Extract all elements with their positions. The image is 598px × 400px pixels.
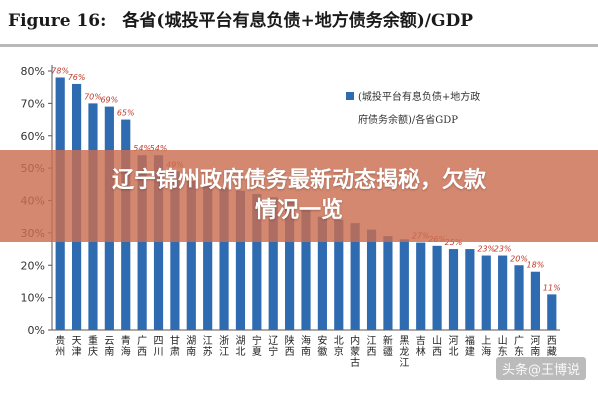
x-category-label: 陕西 bbox=[285, 334, 295, 358]
source-watermark: 头条@王博说 bbox=[495, 357, 586, 380]
x-category-label: 北京 bbox=[334, 335, 344, 358]
x-category-label: 西藏 bbox=[547, 336, 557, 358]
x-category-label: 内蒙古 bbox=[350, 334, 360, 369]
x-category-label: 河南 bbox=[530, 335, 540, 358]
x-category-label: 福建 bbox=[465, 334, 475, 358]
bar bbox=[399, 239, 409, 330]
bar bbox=[530, 271, 541, 330]
y-tick-label: 0% bbox=[28, 324, 45, 337]
bar-value-label: 23% bbox=[477, 245, 495, 254]
bar bbox=[366, 229, 377, 330]
x-category-label: 广西 bbox=[137, 335, 147, 358]
figure-title: Figure 16: 各省(城投平台有息负债+地方债务余额)/GDP bbox=[8, 6, 590, 40]
bar bbox=[416, 242, 426, 330]
legend-label-line-1: (城投平台有息负债+地方政 bbox=[358, 90, 480, 103]
bar bbox=[317, 216, 327, 330]
x-category-label: 四川 bbox=[154, 336, 164, 358]
y-tick-label: 10% bbox=[21, 292, 45, 305]
title-divider bbox=[0, 44, 598, 47]
x-category-label: 吉林 bbox=[416, 335, 426, 358]
bar bbox=[334, 219, 344, 330]
bar-value-label: 23% bbox=[494, 245, 512, 254]
bar bbox=[137, 155, 147, 330]
bar-value-label: 25% bbox=[445, 238, 463, 247]
x-category-label: 辽宁 bbox=[268, 335, 278, 358]
bar-value-label: 18% bbox=[527, 261, 545, 270]
headline-line-2: 情况一览 bbox=[254, 198, 343, 223]
bar bbox=[498, 255, 508, 330]
bar bbox=[481, 255, 491, 330]
bar-value-label: 69% bbox=[100, 96, 118, 105]
headline-line-1: 辽宁锦州政府债务最新动态揭秘，欠款 bbox=[111, 168, 486, 193]
bar bbox=[383, 236, 393, 330]
bar-value-label: 11% bbox=[543, 283, 561, 292]
x-category-label: 江苏 bbox=[203, 335, 213, 358]
x-category-label: 黑龙江 bbox=[399, 335, 409, 369]
x-category-label: 广东 bbox=[514, 335, 524, 358]
y-tick-label: 70% bbox=[21, 97, 45, 110]
x-category-label: 安徽 bbox=[317, 334, 327, 358]
y-tick-label: 80% bbox=[21, 65, 45, 78]
bar bbox=[285, 200, 295, 330]
x-category-label: 天津 bbox=[72, 336, 82, 358]
bar bbox=[514, 265, 524, 330]
bar bbox=[219, 187, 229, 330]
bar bbox=[432, 245, 442, 330]
bar bbox=[203, 184, 213, 330]
headline-banner: 辽宁锦州政府债务最新动态揭秘，欠款 情况一览 bbox=[0, 150, 598, 242]
bar bbox=[350, 223, 360, 330]
bar bbox=[235, 190, 246, 330]
bar-value-label: 20% bbox=[510, 254, 528, 263]
bar-value-label: 76% bbox=[68, 73, 86, 82]
bar bbox=[153, 155, 164, 330]
x-category-label: 新疆 bbox=[383, 334, 393, 358]
bar bbox=[547, 294, 557, 330]
x-category-label: 河北 bbox=[448, 335, 458, 358]
bar-value-label: 65% bbox=[117, 109, 135, 118]
x-category-label: 山东 bbox=[498, 335, 508, 358]
figure-label: Figure 16: bbox=[8, 11, 107, 31]
bar bbox=[170, 171, 180, 330]
x-category-label: 江西 bbox=[367, 335, 377, 358]
x-category-label: 宁夏 bbox=[252, 334, 262, 358]
x-category-label: 贵州 bbox=[55, 334, 65, 358]
bar bbox=[465, 249, 475, 330]
x-category-label: 重庆 bbox=[88, 334, 98, 358]
figure-title-text: 各省(城投平台有息负债+地方债务余额)/GDP bbox=[122, 11, 473, 31]
bar bbox=[186, 181, 196, 330]
x-category-label: 浙江 bbox=[219, 335, 229, 358]
x-category-label: 湖南 bbox=[186, 335, 196, 358]
legend-label-line-2: 府债务余额)/各省GDP bbox=[358, 113, 458, 126]
legend-swatch bbox=[346, 92, 354, 100]
y-tick-label: 60% bbox=[21, 130, 45, 143]
x-category-label: 山西 bbox=[432, 335, 442, 358]
x-category-label: 海南 bbox=[301, 334, 311, 358]
bar bbox=[448, 249, 459, 330]
x-category-label: 青海 bbox=[121, 334, 131, 358]
x-category-label: 上海 bbox=[481, 335, 491, 358]
bar bbox=[252, 194, 262, 330]
x-category-label: 云南 bbox=[104, 336, 114, 358]
bar bbox=[268, 197, 278, 330]
bar-value-label: 54% bbox=[150, 144, 168, 153]
x-category-label: 湖北 bbox=[235, 335, 245, 358]
bar-value-label: 70% bbox=[84, 92, 102, 101]
y-tick-label: 20% bbox=[21, 259, 45, 272]
bar-value-label: 54% bbox=[133, 144, 151, 153]
x-category-label: 甘肃 bbox=[170, 334, 180, 358]
bar bbox=[301, 210, 311, 330]
bar-value-label: 78% bbox=[51, 66, 69, 75]
